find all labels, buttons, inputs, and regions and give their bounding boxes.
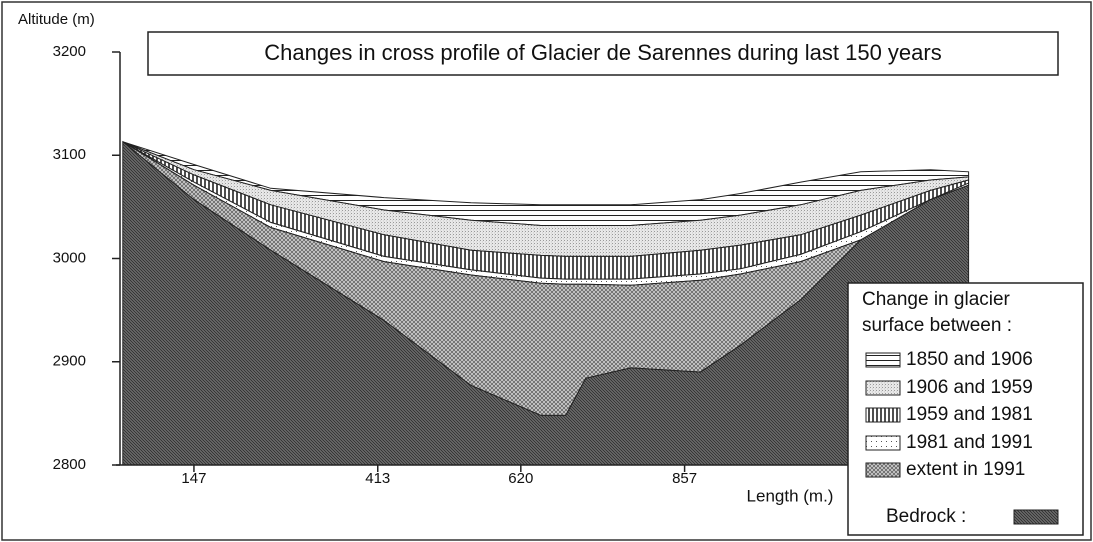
y-axis-label: Altitude (m)	[18, 11, 95, 28]
legend-label: 1906 and 1959	[906, 377, 1033, 398]
legend-label: 1850 and 1906	[906, 349, 1033, 370]
legend-label: extent in 1991	[906, 459, 1025, 480]
legend-label: 1981 and 1991	[906, 432, 1033, 453]
area-band	[122, 140, 970, 466]
legend-title: surface between :	[862, 315, 1012, 336]
legend-swatch	[865, 407, 901, 423]
y-tick-label: 3100	[53, 146, 86, 163]
x-tick-label: 620	[508, 470, 533, 487]
legend-swatch	[865, 352, 901, 368]
legend-swatch	[865, 435, 901, 451]
legend-swatch	[1013, 509, 1059, 525]
chart-title: Changes in cross profile of Glacier de S…	[264, 40, 941, 65]
y-tick-label: 3000	[53, 249, 86, 266]
y-tick-label: 2900	[53, 353, 86, 370]
x-tick-label: 147	[181, 470, 206, 487]
x-tick-label: 857	[672, 470, 697, 487]
x-tick-label: 413	[365, 470, 390, 487]
legend-label: 1959 and 1981	[906, 404, 1033, 425]
legend-swatch	[865, 380, 901, 396]
plot	[112, 51, 970, 472]
y-tick-label: 3200	[53, 43, 86, 60]
legend-title: Change in glacier	[862, 289, 1011, 310]
title-box	[147, 31, 1059, 76]
x-axis-label: Length (m.)	[747, 486, 834, 505]
legend-swatch	[865, 462, 901, 478]
legend-label: Bedrock :	[886, 506, 966, 527]
y-tick-label: 2800	[53, 456, 86, 473]
